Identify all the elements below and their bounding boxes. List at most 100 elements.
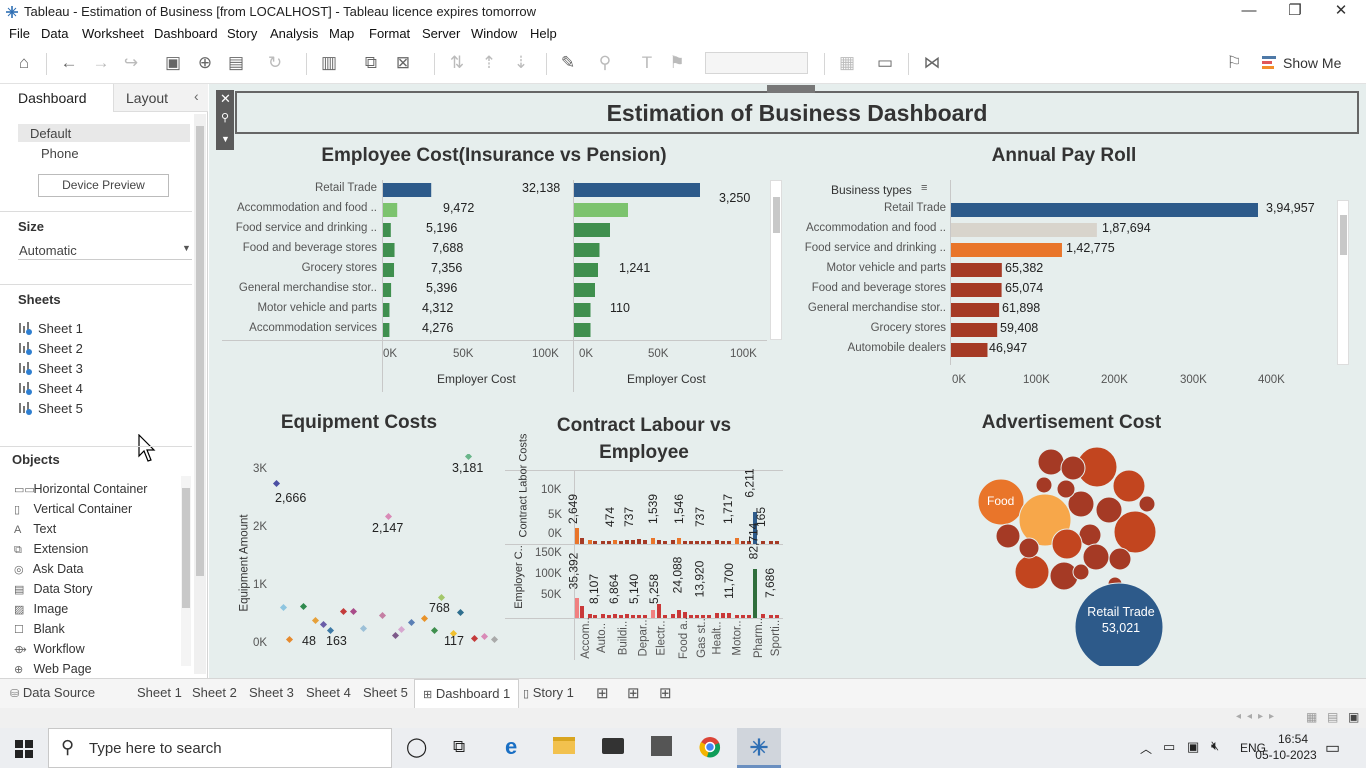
sheet-item-2[interactable]: Sheet 2: [18, 341, 83, 361]
sort-asc-icon[interactable]: ⇡: [481, 53, 497, 72]
scatter-point[interactable]: [279, 603, 288, 612]
bar-pension[interactable]: [574, 283, 595, 297]
scatter-point[interactable]: [378, 611, 387, 620]
tab-sheet-4[interactable]: Sheet 4: [306, 685, 351, 700]
bar-payroll[interactable]: [951, 243, 1062, 257]
sheet-item-1[interactable]: Sheet 1: [18, 321, 83, 341]
clock-time[interactable]: 16:54: [1277, 732, 1309, 746]
scatter-point[interactable]: [326, 626, 335, 635]
show-sheet-sorter-icon[interactable]: ▤: [1327, 710, 1339, 724]
save-icon[interactable]: ▣: [164, 53, 182, 72]
bar-payroll[interactable]: [951, 283, 1002, 297]
bar-insurance[interactable]: [383, 243, 395, 257]
tab-layout[interactable]: Layout ‹: [113, 84, 208, 112]
show-me-button[interactable]: Show Me: [1283, 55, 1342, 71]
scatter-point[interactable]: [449, 629, 458, 638]
object-vertical-container[interactable]: ▯ Vertical Container: [14, 502, 132, 522]
bar-insurance[interactable]: [383, 223, 391, 237]
dashboard-title-box[interactable]: Estimation of Business Dashboard: [235, 85, 1359, 134]
scatter-point[interactable]: [470, 634, 479, 643]
new-datasource-icon[interactable]: ⊕: [197, 53, 213, 72]
drag-handle[interactable]: [767, 85, 815, 93]
object-text[interactable]: A Text: [14, 522, 56, 542]
tab-navigation-icon[interactable]: ◂◂▸▸: [1236, 711, 1281, 722]
device-phone[interactable]: Phone: [41, 146, 79, 161]
menu-help[interactable]: Help: [530, 26, 557, 41]
contract-labour-chart[interactable]: Contract Labor Costs Employer C.. 10K 5K…: [505, 434, 785, 670]
equipment-costs-chart[interactable]: Equipment Amount 3K 2K 1K 0K: [224, 454, 504, 664]
menu-map[interactable]: Map: [329, 26, 355, 41]
new-worksheet-icon[interactable]: ▥: [320, 53, 338, 72]
bar-pension[interactable]: [574, 183, 700, 197]
scatter-point[interactable]: [437, 593, 446, 602]
annual-pay-roll-chart[interactable]: Business types ≡ Retail Trade Accommodat…: [787, 180, 1357, 392]
menu-server[interactable]: Server: [422, 26, 461, 41]
scatter-point[interactable]: [311, 616, 320, 625]
pin-icon[interactable]: ⚲: [221, 112, 230, 124]
replay-icon[interactable]: ↪: [123, 53, 139, 72]
scroll-thumb[interactable]: [1340, 215, 1347, 255]
fit-dropdown[interactable]: [705, 52, 808, 74]
new-story-tab-icon[interactable]: ⊞: [659, 685, 672, 702]
object-image[interactable]: ▨ Image: [14, 602, 68, 622]
new-dashboard-tab-icon[interactable]: ⊞: [627, 685, 640, 702]
object-data-story[interactable]: ▤ Data Story: [14, 582, 93, 602]
cortana-icon[interactable]: ◯: [406, 737, 428, 758]
left-panel-scrollbar[interactable]: [194, 114, 206, 674]
tab-sheet-2[interactable]: Sheet 2: [192, 685, 237, 700]
tableau-taskbar-button[interactable]: [737, 728, 781, 768]
scatter-point[interactable]: [456, 608, 465, 617]
scatter-point[interactable]: [339, 607, 348, 616]
object-web-page[interactable]: ⊕ Web Page: [14, 662, 92, 682]
tab-dashboard-1[interactable]: ⊞ Dashboard 1: [414, 679, 520, 708]
minimize-button[interactable]: —: [1241, 2, 1257, 19]
scatter-point[interactable]: [384, 512, 393, 521]
refresh-icon[interactable]: ↻: [267, 53, 283, 72]
sort-icon[interactable]: ≡: [921, 182, 928, 194]
scatter-point[interactable]: [420, 614, 429, 623]
menu-dashboard[interactable]: Dashboard: [154, 26, 218, 41]
scroll-thumb[interactable]: [182, 488, 190, 608]
notification-icon[interactable]: ▭: [1325, 740, 1341, 757]
menu-worksheet[interactable]: Worksheet: [82, 26, 144, 41]
language-indicator[interactable]: ENG: [1240, 741, 1267, 755]
scatter-point[interactable]: [490, 635, 499, 644]
chrome-icon[interactable]: [699, 736, 721, 758]
menu-file[interactable]: File: [9, 26, 30, 41]
chart-scrollbar[interactable]: [770, 180, 782, 340]
object-horizontal-container[interactable]: ▭▭ Horizontal Container: [14, 482, 147, 502]
store-icon[interactable]: [651, 736, 672, 756]
remove-icon[interactable]: ✕: [220, 91, 231, 106]
show-tabs-icon[interactable]: ▣: [1348, 710, 1360, 724]
clear-sheet-icon[interactable]: ⊠: [395, 53, 411, 72]
sheet-item-4[interactable]: Sheet 4: [18, 381, 83, 401]
scatter-point[interactable]: [464, 454, 473, 461]
bar-payroll[interactable]: [951, 323, 998, 337]
bar-pension[interactable]: [574, 223, 610, 237]
collapse-panel-icon[interactable]: ‹: [194, 88, 199, 104]
tab-data-source[interactable]: ⛁ Data Source: [8, 679, 97, 708]
scatter-point[interactable]: [272, 479, 281, 488]
annual-pay-roll-bars[interactable]: [787, 180, 1347, 365]
object-blank[interactable]: ☐ Blank: [14, 622, 65, 642]
taskbar-search[interactable]: ⚲ Type here to search: [48, 728, 392, 768]
highlight-icon[interactable]: ✎: [560, 53, 576, 72]
edge-icon[interactable]: e: [505, 734, 518, 759]
bar-pension[interactable]: [574, 203, 628, 217]
tab-sheet-1[interactable]: Sheet 1: [137, 685, 182, 700]
bar-payroll[interactable]: [951, 303, 1000, 317]
bar-pension[interactable]: [574, 303, 591, 317]
undo-icon[interactable]: ←: [60, 53, 78, 72]
object-workflow[interactable]: ⟴ Workflow: [14, 642, 85, 662]
swap-icon[interactable]: ⇅: [449, 53, 465, 72]
size-dropdown[interactable]: Automatic ▼: [18, 240, 192, 260]
battery-icon[interactable]: ▭: [1163, 739, 1176, 754]
scatter-point[interactable]: [480, 632, 489, 641]
close-button[interactable]: ✕: [1334, 2, 1348, 19]
bar-insurance[interactable]: [383, 323, 390, 337]
restore-button[interactable]: ❐: [1288, 2, 1302, 19]
mail-icon[interactable]: [602, 738, 624, 754]
chart-scrollbar[interactable]: [1337, 200, 1349, 365]
show-hidden-icons-icon[interactable]: ︿: [1140, 742, 1153, 756]
home-icon[interactable]: ⌂: [18, 53, 30, 72]
